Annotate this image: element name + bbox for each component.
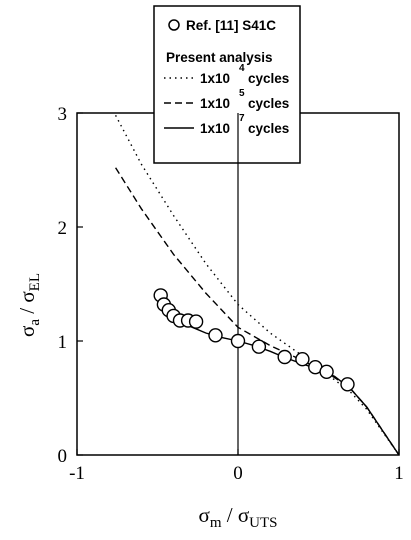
legend-entry-1e5-base: 1x10 bbox=[200, 96, 230, 111]
y-tick-label: 1 bbox=[58, 332, 68, 353]
legend-entry-1e5-exp: 5 bbox=[239, 88, 245, 99]
series-layer bbox=[114, 114, 400, 456]
legend-entry-1e7: 1x10 7 cycles bbox=[200, 113, 289, 136]
y-tick-label: 0 bbox=[58, 446, 68, 467]
svg-text:σm / σUTS: σm / σUTS bbox=[199, 503, 278, 531]
legend-marker-label: Ref. [11] S41C bbox=[186, 18, 276, 33]
legend-heading: Present analysis bbox=[166, 50, 273, 65]
y-axis-label-sub: a bbox=[27, 319, 43, 326]
x-axis-label-sep: / σ bbox=[222, 503, 250, 527]
x-tick-label: 1 bbox=[394, 463, 404, 484]
legend-entry-1e7-base: 1x10 bbox=[200, 121, 230, 136]
legend-marker-icon bbox=[168, 19, 180, 31]
y-tick-label: 3 bbox=[58, 104, 68, 125]
series-line-dashed bbox=[115, 167, 400, 456]
legend-entry-1e7-suffix: cycles bbox=[248, 121, 289, 136]
data-point-11 bbox=[295, 352, 310, 367]
legend: Ref. [11] S41C Present analysis 1x10 4 c… bbox=[153, 5, 301, 164]
data-point-8 bbox=[230, 333, 246, 349]
y-axis-label: σa / σEL bbox=[15, 273, 43, 337]
x-axis-label: σm / σUTS bbox=[199, 503, 278, 531]
data-point-6 bbox=[188, 314, 204, 329]
legend-entry-1e4: 1x10 4 cycles bbox=[200, 63, 289, 86]
data-point-13 bbox=[319, 364, 334, 379]
y-axis-label-sep: / σ bbox=[15, 291, 39, 319]
legend-entry-1e5-suffix: cycles bbox=[248, 96, 289, 111]
x-axis-label-sub: m bbox=[210, 515, 222, 531]
series-line-dotted bbox=[114, 114, 400, 456]
x-axis-label-sub2: UTS bbox=[249, 515, 277, 531]
legend-entry-1e4-suffix: cycles bbox=[248, 71, 289, 86]
data-points-layer bbox=[153, 288, 355, 392]
data-point-9 bbox=[251, 339, 267, 354]
data-point-10 bbox=[277, 349, 292, 365]
x-axis-label-main: σ bbox=[199, 503, 210, 527]
y-axis-label-sub2: EL bbox=[27, 273, 43, 291]
legend-box bbox=[153, 5, 301, 164]
data-point-14 bbox=[340, 377, 355, 392]
svg-text:σa / σEL: σa / σEL bbox=[15, 273, 43, 337]
x-tick-label: -1 bbox=[69, 463, 85, 484]
y-axis-label-main: σ bbox=[15, 326, 39, 337]
legend-entry-1e5: 1x10 5 cycles bbox=[200, 88, 289, 111]
legend-entry-1e4-base: 1x10 bbox=[200, 71, 230, 86]
data-point-7 bbox=[208, 328, 223, 343]
x-tick-label: 0 bbox=[233, 463, 243, 484]
y-tick-label: 2 bbox=[58, 218, 68, 239]
legend-entry-1e7-exp: 7 bbox=[239, 113, 245, 124]
legend-entry-1e4-exp: 4 bbox=[239, 63, 245, 74]
